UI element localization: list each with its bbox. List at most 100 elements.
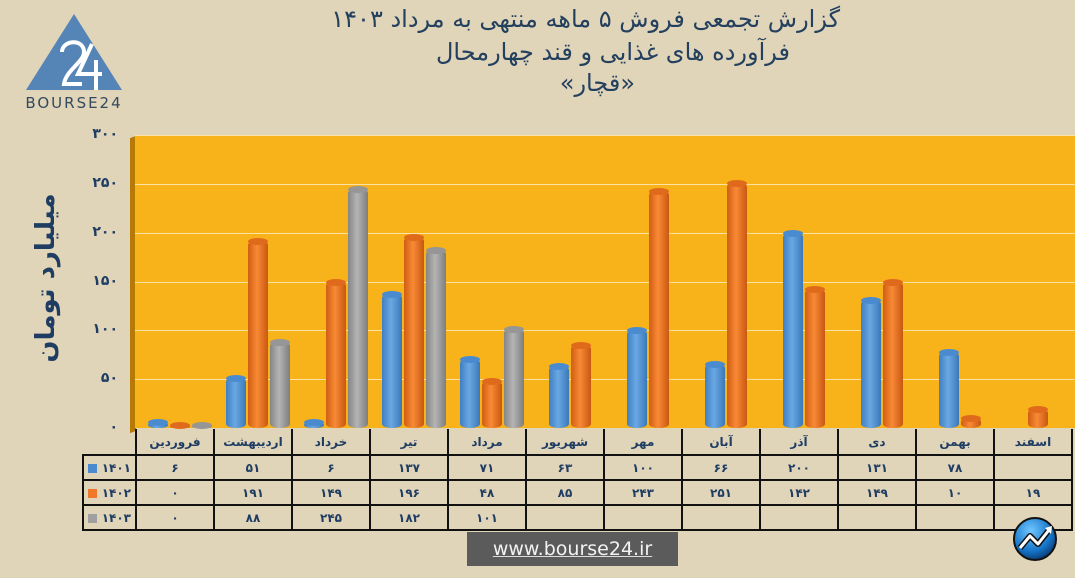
table-cell <box>681 504 761 531</box>
gridline <box>135 330 1075 332</box>
table-cell: ۱۹۱ <box>213 479 293 506</box>
legend-entry: ۱۴۰۱ <box>82 454 137 481</box>
table-cell: ۱۰۱ <box>447 504 527 531</box>
bar-4-series-2 <box>504 326 524 428</box>
bar-9-series-0 <box>861 297 881 428</box>
data-table: فروردین اردیبهشت خرداد تیر مرداد شهریور مهر آبا… <box>82 429 1073 531</box>
bar-2-series-1 <box>326 279 346 428</box>
legend-entry: ۱۴۰۲ <box>82 479 137 506</box>
table-cell: ۱۴۲ <box>759 479 839 506</box>
bar-8-series-0 <box>783 229 803 428</box>
table-cell: ۱۰ <box>915 479 995 506</box>
gridline <box>135 135 1075 136</box>
table-cell: ۷۸ <box>915 454 995 481</box>
table-header-cell: اسفند <box>993 429 1073 456</box>
title-line-1: گزارش تجمعی فروش ۵ ماهه منتهی به مرداد ۱… <box>331 5 840 33</box>
bar-3-series-2 <box>426 247 446 428</box>
bourse24-logo-icon <box>26 14 122 90</box>
table-header-cell: دی <box>837 429 917 456</box>
table-header-cell: آذر <box>759 429 839 456</box>
website-link[interactable]: www.bourse24.ir <box>467 532 678 566</box>
table-cell: ۲۴۳ <box>603 479 683 506</box>
bar-6-series-1 <box>649 187 669 428</box>
table-cell: ۸۵ <box>525 479 605 506</box>
logo-text: BOURSE24 <box>25 94 123 112</box>
table-header-cell: اردیبهشت <box>213 429 293 456</box>
bar-1-series-1 <box>248 238 268 428</box>
table-cell <box>525 504 605 531</box>
y-tick-label: ۱۰۰ <box>92 321 118 338</box>
legend-swatch-icon <box>87 513 97 523</box>
table-header-cell: بهمن <box>915 429 995 456</box>
gridline <box>135 281 1075 283</box>
table-cell: ۱۳۱ <box>837 454 917 481</box>
bar-9-series-1 <box>883 279 903 428</box>
table-cell: ۱۳۷ <box>369 454 449 481</box>
table-cell <box>759 504 839 531</box>
gridline <box>135 379 1075 381</box>
table-cell: ۲۵۱ <box>681 479 761 506</box>
bar-1-series-2 <box>270 339 290 428</box>
y-tick-label: ۵۰ <box>100 370 118 387</box>
y-tick-label: ۲۰۰ <box>92 223 118 240</box>
table-cell: ۱۹۶ <box>369 479 449 506</box>
bar-10-series-1 <box>961 415 981 428</box>
bar-2-series-2 <box>348 185 368 428</box>
table-header-cell: مهر <box>603 429 683 456</box>
table-cell <box>603 504 683 531</box>
bar-1-series-0 <box>226 375 246 428</box>
table-cell: ۶ <box>135 454 215 481</box>
bar-7-series-1 <box>727 179 747 428</box>
table-header-cell: مرداد <box>447 429 527 456</box>
y-tick-label: ۱۵۰ <box>92 272 118 289</box>
table-cell <box>915 504 995 531</box>
table-cell: ۱۰۰ <box>603 454 683 481</box>
table-row: ۱۴۰۱ ۶ ۵۱ ۶ ۱۳۷ ۷۱ ۶۳ ۱۰۰ ۶۶ ۲۰۰ ۱۳۱ ۷۸ <box>82 454 1073 481</box>
table-row: ۱۴۰۳ ۰ ۸۸ ۲۴۵ ۱۸۲ ۱۰۱ <box>82 504 1073 531</box>
legend-swatch-icon <box>87 488 97 498</box>
website-link-text: www.bourse24.ir <box>492 538 653 560</box>
bar-3-series-0 <box>382 291 402 428</box>
table-cell: ۱۹ <box>993 479 1073 506</box>
bar-11-series-1 <box>1028 406 1048 428</box>
legend-label: ۱۴۰۱ <box>101 460 131 475</box>
y-tick-label: ۰ <box>109 419 118 435</box>
bar-0-series-1 <box>170 422 190 429</box>
table-header-row: فروردین اردیبهشت خرداد تیر مرداد شهریور مهر آبا… <box>83 429 1073 456</box>
bar-3-series-1 <box>404 233 424 428</box>
table-cell: ۱۴۹ <box>291 479 371 506</box>
table-header-cell: فروردین <box>135 429 215 456</box>
table-cell: ۱۸۲ <box>369 504 449 531</box>
table-cell <box>993 454 1073 481</box>
bar-0-series-0 <box>148 419 168 428</box>
table-header-cell: آبان <box>681 429 761 456</box>
bar-8-series-1 <box>805 286 825 428</box>
table-header-cell: تیر <box>369 429 449 456</box>
table-cell: ۶۶ <box>681 454 761 481</box>
trend-chart-icon <box>1013 517 1057 561</box>
table-cell: ۶۳ <box>525 454 605 481</box>
table-header-cell: خرداد <box>291 429 371 456</box>
chart-title: گزارش تجمعی فروش ۵ ماهه منتهی به مرداد ۱… <box>250 2 840 98</box>
plot-area <box>135 135 1075 429</box>
bar-5-series-0 <box>549 363 569 428</box>
bar-10-series-0 <box>939 348 959 428</box>
title-line-2: فرآورده های غذایی و قند چهارمحال <box>435 38 790 66</box>
table-cell: ۴۸ <box>447 479 527 506</box>
table-cell <box>837 504 917 531</box>
table-cell: ۱۴۹ <box>837 479 917 506</box>
bar-4-series-1 <box>482 378 502 428</box>
bar-7-series-0 <box>705 360 725 428</box>
legend-label: ۱۴۰۲ <box>101 485 131 500</box>
bar-5-series-1 <box>571 341 591 428</box>
y-axis-label: میلیارد تومان <box>31 193 61 363</box>
table-cell: ۲۰۰ <box>759 454 839 481</box>
table-cell: ۸۸ <box>213 504 293 531</box>
bar-6-series-0 <box>627 327 647 428</box>
y-tick-label: ۲۵۰ <box>92 174 118 191</box>
bar-4-series-0 <box>460 355 480 428</box>
legend-entry: ۱۴۰۳ <box>82 504 137 531</box>
table-cell: ۷۱ <box>447 454 527 481</box>
table-cell: ۵۱ <box>213 454 293 481</box>
bar-0-series-2 <box>192 422 212 429</box>
